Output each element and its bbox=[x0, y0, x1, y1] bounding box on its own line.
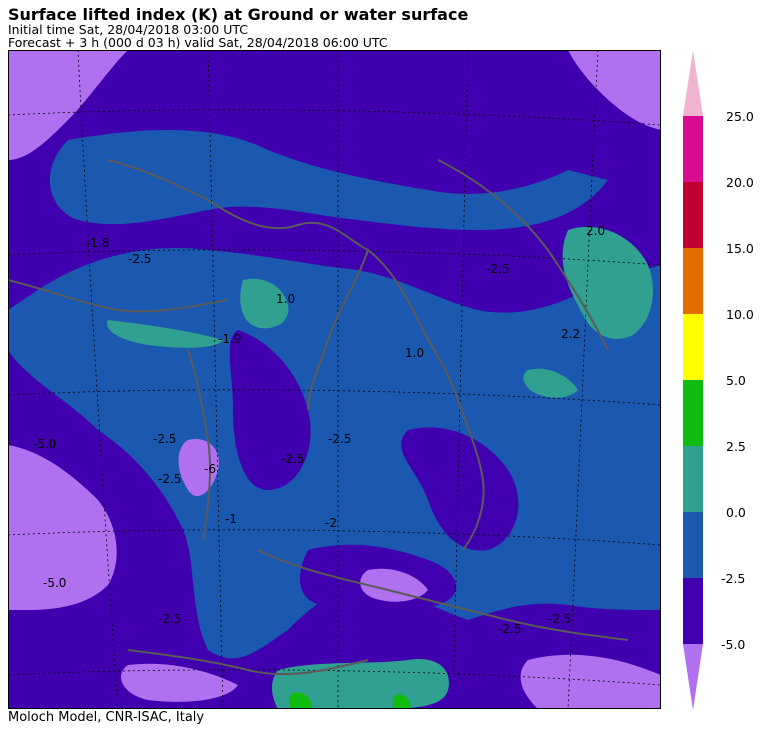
region-0-to-2p5-strip bbox=[107, 320, 223, 348]
colorbar-label: 2.5 bbox=[726, 439, 746, 454]
contour-label-group: -2.5 -2.5 -2.5 -2.5 -2.5 -2.5 -2.5 -5.0 … bbox=[33, 224, 605, 636]
region-0-to-2p5-adriatic bbox=[523, 368, 578, 398]
band-0-2p5 bbox=[683, 446, 703, 512]
band-minus2p5-0 bbox=[683, 512, 703, 578]
contour-label: 1.0 bbox=[276, 292, 295, 306]
region-below-minus5-west bbox=[8, 445, 117, 610]
contour-label: -5.0 bbox=[33, 437, 56, 451]
contour-label: -2.5 bbox=[158, 472, 181, 486]
band-15-20 bbox=[683, 182, 703, 248]
region-0-to-2p5-balkans bbox=[562, 226, 653, 339]
contour-label: -1 bbox=[225, 512, 237, 526]
contour-label: -1.8 bbox=[86, 236, 109, 250]
contour-label: -2.5 bbox=[328, 432, 351, 446]
contour-label: -2.5 bbox=[486, 262, 509, 276]
region-minus2p5-to-0-north bbox=[49, 130, 609, 230]
colorbar-label: 10.0 bbox=[726, 307, 754, 322]
map-frame bbox=[8, 50, 661, 709]
band-below-minus5 bbox=[683, 644, 703, 710]
forecast-line: Forecast + 3 h (000 d 03 h) valid Sat, 2… bbox=[8, 35, 388, 50]
colorbar-label: 20.0 bbox=[726, 175, 754, 190]
contour-label: -1.9 bbox=[218, 332, 241, 346]
contour-label: -2.5 bbox=[158, 612, 181, 626]
colorbar-label: -5.0 bbox=[721, 637, 746, 652]
contour-label: -2.5 bbox=[548, 612, 571, 626]
contour-label: 1.0 bbox=[405, 346, 424, 360]
initial-time-line: Initial time Sat, 28/04/2018 03:00 UTC bbox=[8, 22, 249, 37]
band-20-25 bbox=[683, 116, 703, 182]
region-below-minus5-northeast bbox=[568, 50, 661, 130]
band-above-25 bbox=[683, 50, 703, 116]
colorbar-label: 0.0 bbox=[726, 505, 746, 520]
contour-label: -2.5 bbox=[153, 432, 176, 446]
contour-label: -2 bbox=[325, 516, 337, 530]
band-5-10 bbox=[683, 314, 703, 380]
map-title: Surface lifted index (K) at Ground or wa… bbox=[8, 5, 469, 24]
contour-label: -5.0 bbox=[43, 576, 66, 590]
region-below-minus5-patch-3 bbox=[120, 663, 238, 702]
colorbar-label: 25.0 bbox=[726, 109, 754, 124]
contour-label: -2.5 bbox=[128, 252, 151, 266]
graticule bbox=[8, 50, 661, 709]
region-2p5-to-5-patch-1 bbox=[288, 692, 312, 709]
region-below-minus2p5-east bbox=[401, 427, 519, 551]
region-0-to-2p5-sardinia bbox=[240, 278, 289, 329]
region-below-minus2p5-centre bbox=[229, 330, 311, 490]
band-2p5-5 bbox=[683, 380, 703, 446]
contour-label: -6 bbox=[204, 462, 216, 476]
colorbar-label: -2.5 bbox=[721, 571, 746, 586]
region-minus2p5-to-0-main bbox=[8, 248, 661, 659]
colorbar-label: 5.0 bbox=[726, 373, 746, 388]
contour-label: -2.5 bbox=[498, 622, 521, 636]
band-minus5-minus2p5 bbox=[683, 578, 703, 644]
contour-label: -2.5 bbox=[281, 452, 304, 466]
contour-label: 2.0 bbox=[586, 224, 605, 238]
coastlines bbox=[8, 159, 629, 676]
colorbar-label: 15.0 bbox=[726, 241, 754, 256]
band-10-15 bbox=[683, 248, 703, 314]
region-2p5-to-5-patch-2 bbox=[392, 694, 411, 709]
region-below-minus5-southeast bbox=[520, 654, 661, 709]
region-below-minus5-northwest bbox=[8, 50, 128, 160]
region-below-minus5-patch-2 bbox=[360, 568, 428, 602]
lifted-index-map: -2.5 -2.5 -2.5 -2.5 -2.5 -2.5 -2.5 -5.0 … bbox=[8, 50, 661, 709]
model-credit: Moloch Model, CNR-ISAC, Italy bbox=[8, 710, 205, 725]
colorbar bbox=[683, 50, 703, 710]
contour-label: 2.2 bbox=[561, 327, 580, 341]
